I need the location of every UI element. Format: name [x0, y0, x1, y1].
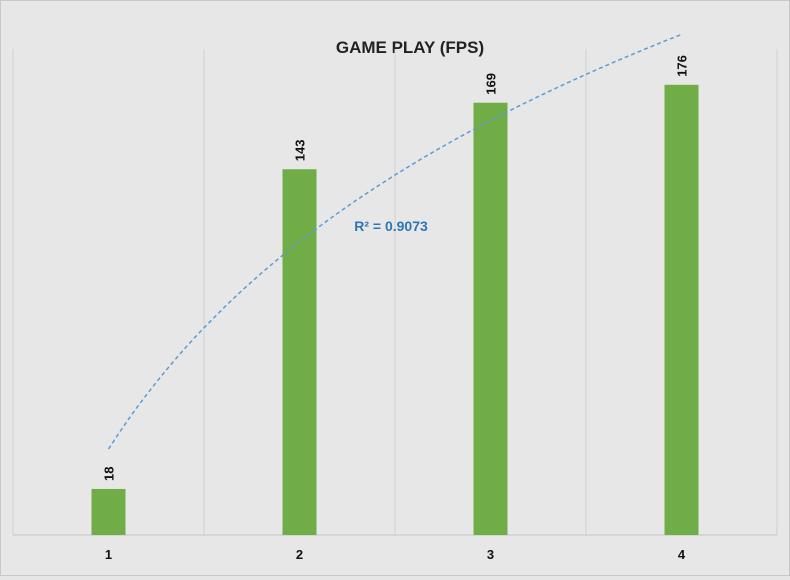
trendline-curve [107, 33, 682, 450]
trendline-r2-label: R² = 0.9073 [354, 218, 428, 234]
x-tick-label-3: 3 [487, 547, 494, 562]
data-label-2: 143 [293, 140, 308, 162]
data-label-3: 169 [484, 73, 499, 95]
data-labels: 18 143 169 176 [102, 55, 690, 481]
x-tick-label-1: 1 [105, 547, 112, 562]
bar-2 [282, 169, 317, 535]
trendline [107, 33, 682, 450]
data-label-1: 18 [102, 466, 117, 480]
grid-lines [12, 49, 778, 536]
bar-3 [473, 102, 508, 535]
bars [91, 84, 699, 536]
x-tick-label-2: 2 [296, 547, 303, 562]
bar-1 [91, 488, 126, 535]
chart-title: GAME PLAY (FPS) [336, 38, 484, 57]
x-tick-labels: 1 2 3 4 [105, 547, 686, 562]
data-label-4: 176 [675, 55, 690, 77]
bar-4 [664, 84, 699, 536]
x-tick-label-4: 4 [678, 547, 686, 562]
